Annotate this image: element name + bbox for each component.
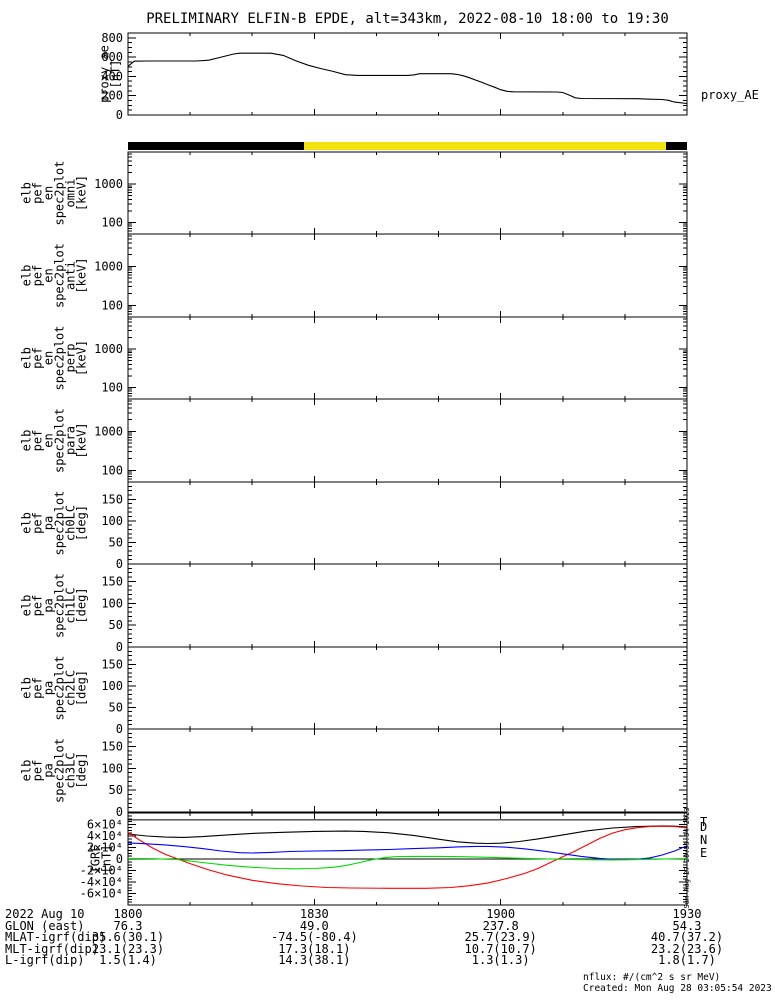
orbit-segment-bar [304, 142, 666, 150]
y-tick-label: 100 [101, 298, 123, 312]
creation-timestamp-vertical: Sun Aug 27 20:55:54 2023 [683, 807, 691, 908]
panel-frame-proxy_ae [127, 32, 688, 116]
y-tick-label: 0 [116, 108, 123, 122]
orbit-value: -74.5(-80.4) [270, 930, 358, 945]
time-tick-label: 1830 [299, 907, 329, 921]
panel-frame-pa_ch0lc [127, 481, 688, 565]
legend-E: E [700, 846, 707, 860]
panel-frame-pa_ch1lc [127, 563, 688, 648]
y-tick-label: 0 [116, 852, 123, 866]
y-tick-label: 1000 [94, 259, 123, 273]
panel-frame-en_anti [127, 233, 688, 318]
nflux-units-note: nflux: #/(cm^2 s sr MeV) [583, 972, 721, 983]
y-tick-label: 100 [101, 514, 123, 528]
panel-ylabel-en_para: elbpefenspec2plotpara[keV] [20, 408, 89, 473]
orbit-value: 54.3 [672, 918, 702, 933]
panel-ylabel-pa_ch3lc: elbpefpaspec2plotch3LC[deg] [20, 738, 89, 803]
panel-ylabel-igrf: IGRF[nT] [89, 845, 114, 874]
y-tick-label: 50 [109, 535, 123, 549]
orbit-row-label: L-igrf(dip) [5, 953, 85, 968]
y-tick-label: 0 [116, 640, 123, 654]
y-tick-label: -4×10⁴ [80, 875, 123, 889]
y-tick-label: 150 [101, 657, 123, 671]
orbit-value: 76.3 [113, 918, 143, 933]
panel-ylabel-proxy_ae: proxy_ae[nT] [98, 45, 123, 103]
panel-ylabel-en_anti: elbpefenspec2plotanti[keV] [20, 243, 89, 308]
y-tick-label: 100 [101, 596, 123, 610]
y-tick-label: 1000 [94, 342, 123, 356]
orbit-row-label: GLON (east) [5, 918, 85, 933]
legend-N: N [700, 833, 707, 847]
y-tick-label: 50 [109, 700, 123, 714]
orbit-value: 23.1(23.3) [91, 941, 165, 956]
panel-ylabel-en_omni: elbpefenspec2plotomni[keV] [20, 160, 89, 225]
y-tick-label: 100 [101, 463, 123, 477]
orbit-value: 35.6(30.1) [91, 930, 165, 945]
y-tick-label: 100 [101, 761, 123, 775]
panel-ylabel-pa_ch2lc: elbpefpaspec2plotch2LC[deg] [20, 655, 89, 720]
legend-T: T [700, 815, 707, 829]
y-tick-label: 50 [109, 783, 123, 797]
orbit-value: 40.7(37.2) [650, 930, 724, 945]
series-line-proxy_AE [127, 52, 688, 105]
series-line-N [127, 842, 688, 861]
panel-ylabel-pa_ch0lc: elbpefpaspec2plotch0LC[deg] [20, 490, 89, 555]
y-tick-label: 0 [116, 722, 123, 736]
orbit-value: 23.2(23.6) [650, 941, 724, 956]
orbit-date-label: 2022 Aug 10 [5, 907, 85, 921]
panel-frame-pa_ch3lc [127, 728, 688, 813]
orbit-value: 1.3(1.3) [471, 953, 530, 968]
panel-frame-pa_ch2lc [127, 646, 688, 730]
y-tick-label: 1000 [94, 177, 123, 191]
panel-frame-en_omni [127, 151, 688, 235]
orbit-value: 14.3(38.1) [278, 953, 351, 968]
time-tick-label: 1930 [672, 907, 702, 921]
orbit-value: 17.3(18.1) [278, 941, 351, 956]
y-tick-label: 100 [101, 679, 123, 693]
orbit-segment-bar [128, 142, 305, 150]
y-tick-label: 150 [101, 574, 123, 588]
orbit-row-label: MLAT-igrf(dip) [5, 930, 107, 945]
series-line-E [127, 855, 688, 870]
y-tick-label: 4×10⁴ [87, 829, 123, 843]
created-timestamp: Created: Mon Aug 28 03:05:54 2023 [583, 983, 772, 994]
y-tick-label: 1000 [94, 424, 123, 438]
legend-D: D [700, 820, 707, 834]
orbit-value: 49.0 [299, 918, 329, 933]
y-tick-label: 100 [101, 380, 123, 394]
y-tick-label: 0 [116, 805, 123, 819]
orbit-value: 1.5(1.4) [99, 953, 157, 968]
y-tick-label: 150 [101, 739, 123, 753]
panel-ylabel-en_perp: elbpefenspec2plotperp[keV] [20, 325, 89, 390]
y-tick-label: -2×10⁴ [80, 864, 123, 878]
panel-right-label: proxy_AE [701, 88, 759, 102]
y-tick-label: 150 [101, 492, 123, 506]
y-tick-label: 2×10⁴ [87, 841, 123, 855]
time-tick-label: 1900 [486, 907, 516, 921]
orbit-value: 25.7(23.9) [464, 930, 537, 945]
y-tick-label: 50 [109, 618, 123, 632]
panel-frame-en_perp [127, 316, 688, 400]
y-tick-label: 100 [101, 215, 123, 229]
orbit-row-label: MLT-igrf(dip) [5, 941, 99, 956]
panel-frame-en_para [127, 398, 688, 483]
y-tick-label: 200 [101, 89, 123, 103]
time-tick-label: 1800 [113, 907, 143, 921]
y-tick-label: 0 [116, 557, 123, 571]
orbit-value: 237.8 [482, 918, 519, 933]
panel-ylabel-pa_ch1lc: elbpefpaspec2plotch1LC[deg] [20, 573, 89, 638]
orbit-value: 1.8(1.7) [658, 953, 716, 968]
y-tick-label: 6×10⁴ [87, 818, 123, 832]
y-tick-label: 800 [101, 31, 123, 45]
y-tick-label: 600 [101, 50, 123, 64]
plot-title: PRELIMINARY ELFIN-B EPDE, alt=343km, 202… [146, 11, 669, 27]
series-line-T [127, 825, 688, 845]
series-line-D [127, 825, 688, 889]
orbit-value: 10.7(10.7) [464, 941, 537, 956]
orbit-segment-bar [665, 142, 687, 150]
y-tick-label: 400 [101, 69, 123, 83]
y-tick-label: -6×10⁴ [80, 887, 123, 901]
